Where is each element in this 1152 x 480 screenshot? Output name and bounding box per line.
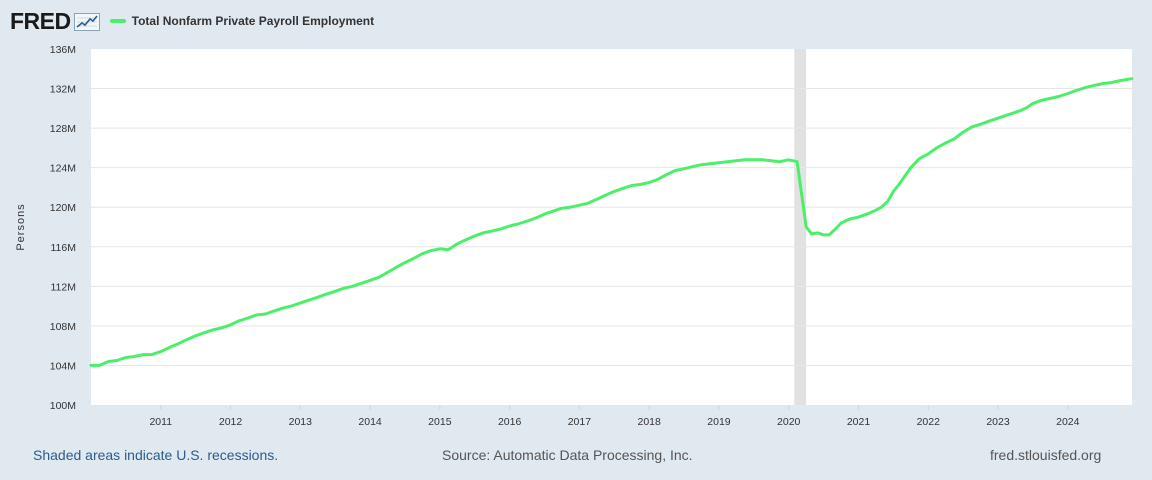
x-tick-label: 2012 <box>219 416 243 428</box>
series-line <box>89 77 1134 367</box>
legend-swatch <box>109 19 126 23</box>
y-tick-label: 108M <box>50 321 76 333</box>
recession-band <box>794 49 807 405</box>
y-tick-label: 136M <box>50 44 76 56</box>
x-tick-label: 2018 <box>637 416 661 428</box>
x-tick-label: 2016 <box>498 416 522 428</box>
y-tick-label: 132M <box>50 84 76 96</box>
y-tick-label: 112M <box>51 281 77 293</box>
x-tick-label: 2024 <box>1056 416 1080 428</box>
x-tick-label: 2017 <box>568 416 592 428</box>
fred-logo[interactable]: FRED <box>10 8 71 34</box>
x-tick-label: 2013 <box>289 416 313 428</box>
legend-series-label: Total Nonfarm Private Payroll Employment <box>131 14 375 28</box>
y-axis-label: Persons <box>15 203 27 250</box>
site-link[interactable]: fred.stlouisfed.org <box>990 447 1102 463</box>
y-tick-label: 120M <box>50 202 76 214</box>
x-tick-label: 2014 <box>358 416 382 428</box>
x-tick-label: 2022 <box>917 416 941 428</box>
y-tick-label: 116M <box>51 242 77 254</box>
plot-area <box>91 49 1132 405</box>
x-tick-label: 2019 <box>707 416 731 428</box>
legend[interactable]: Total Nonfarm Private Payroll Employment <box>109 14 375 28</box>
y-tick-label: 128M <box>50 123 76 135</box>
source-note: Source: Automatic Data Processing, Inc. <box>442 447 693 463</box>
trend-chart-icon <box>73 13 100 31</box>
y-tick-label: 100M <box>50 400 76 412</box>
chart-header: FRED Total Nonfarm Private Payroll Emplo… <box>10 8 374 34</box>
x-tick-label: 2020 <box>777 416 801 428</box>
y-tick-label: 124M <box>50 163 76 175</box>
x-tick-label: 2011 <box>149 416 172 428</box>
recession-note: Shaded areas indicate U.S. recessions. <box>33 447 279 463</box>
x-tick-label: 2021 <box>847 416 871 428</box>
x-tick-label: 2023 <box>986 416 1010 428</box>
y-tick-label: 104M <box>50 360 76 372</box>
x-tick-label: 2015 <box>428 416 452 428</box>
